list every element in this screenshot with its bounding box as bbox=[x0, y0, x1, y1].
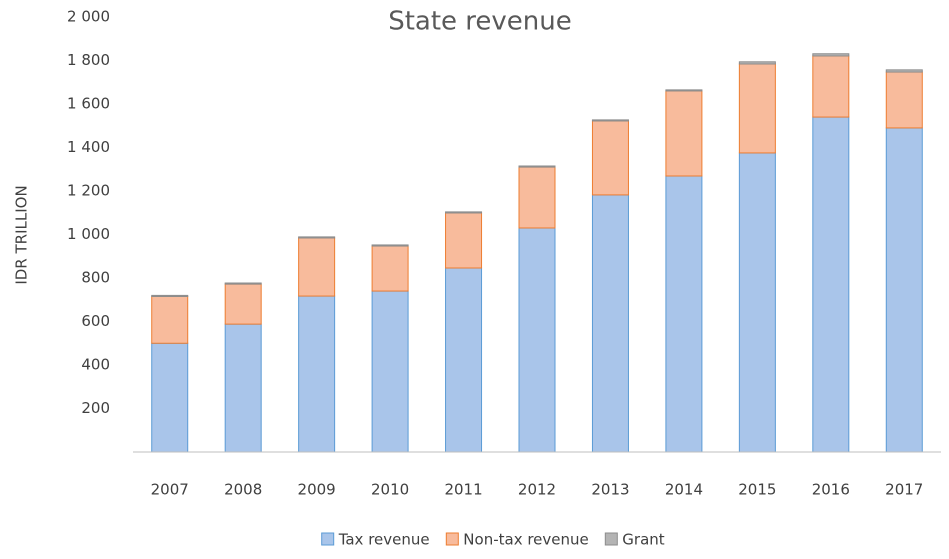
bar-segment bbox=[665, 90, 703, 177]
bar-segment bbox=[224, 323, 262, 453]
bar-segment bbox=[151, 295, 189, 344]
bar-segment bbox=[591, 119, 629, 122]
x-tick-label: 2008 bbox=[224, 481, 262, 499]
bar-segment bbox=[812, 53, 850, 57]
x-tick-label: 2012 bbox=[518, 481, 556, 499]
y-tick-label: 800 bbox=[81, 269, 110, 287]
bar-segment bbox=[812, 55, 850, 118]
x-tick-label: 2007 bbox=[151, 481, 189, 499]
bar-segment bbox=[738, 61, 776, 65]
legend-label: Grant bbox=[622, 531, 664, 549]
bar-segment bbox=[885, 127, 923, 453]
bar-segment bbox=[151, 342, 189, 453]
x-tick-label: 2013 bbox=[591, 481, 629, 499]
bar-segment bbox=[371, 244, 409, 247]
legend-label: Non-tax revenue bbox=[463, 531, 588, 549]
bar-segment bbox=[224, 282, 262, 285]
bar-segment bbox=[518, 166, 556, 229]
bar-segment bbox=[665, 89, 703, 92]
y-tick-label: 1 800 bbox=[67, 51, 110, 69]
bar-segment bbox=[151, 294, 189, 297]
x-tick-label: 2009 bbox=[298, 481, 336, 499]
y-tick-label: 1 400 bbox=[67, 138, 110, 156]
legend-label: Tax revenue bbox=[338, 531, 430, 549]
bar-segment bbox=[298, 236, 336, 239]
bar-segment bbox=[224, 283, 262, 325]
bar-segment bbox=[518, 227, 556, 453]
bar-segment bbox=[518, 165, 556, 168]
bar-segment bbox=[445, 212, 483, 269]
y-tick-label: 600 bbox=[81, 312, 110, 330]
bar-segment bbox=[591, 120, 629, 196]
x-tick-label: 2015 bbox=[738, 481, 776, 499]
bar-segment bbox=[445, 267, 483, 453]
x-tick-label: 2017 bbox=[885, 481, 923, 499]
x-tick-label: 2016 bbox=[812, 481, 850, 499]
y-tick-label: 200 bbox=[81, 399, 110, 417]
y-axis-label: IDR TRILLION bbox=[13, 185, 31, 284]
bar-segment bbox=[371, 290, 409, 453]
y-tick-label: 1 200 bbox=[67, 182, 110, 200]
legend-swatch bbox=[604, 532, 618, 546]
bar-segment bbox=[885, 71, 923, 129]
bar-segment bbox=[591, 194, 629, 453]
legend-swatch bbox=[321, 532, 335, 546]
bar-segment bbox=[298, 237, 336, 297]
legend-swatch bbox=[445, 532, 459, 546]
bar-segment bbox=[665, 175, 703, 453]
bar-segment bbox=[885, 69, 923, 73]
y-tick-label: 1 600 bbox=[67, 95, 110, 113]
bar-segment bbox=[298, 295, 336, 453]
bar-segment bbox=[445, 211, 483, 214]
bar-segment bbox=[738, 63, 776, 154]
chart-title: State revenue bbox=[388, 7, 572, 37]
bar-segment bbox=[812, 116, 850, 453]
bar-segment bbox=[371, 245, 409, 292]
x-tick-label: 2011 bbox=[444, 481, 482, 499]
x-tick-label: 2010 bbox=[371, 481, 409, 499]
y-tick-label: 1 000 bbox=[67, 225, 110, 243]
bar-segment bbox=[738, 152, 776, 453]
y-tick-label: 400 bbox=[81, 356, 110, 374]
x-tick-label: 2014 bbox=[665, 481, 703, 499]
y-tick-label: 2 000 bbox=[67, 8, 110, 26]
